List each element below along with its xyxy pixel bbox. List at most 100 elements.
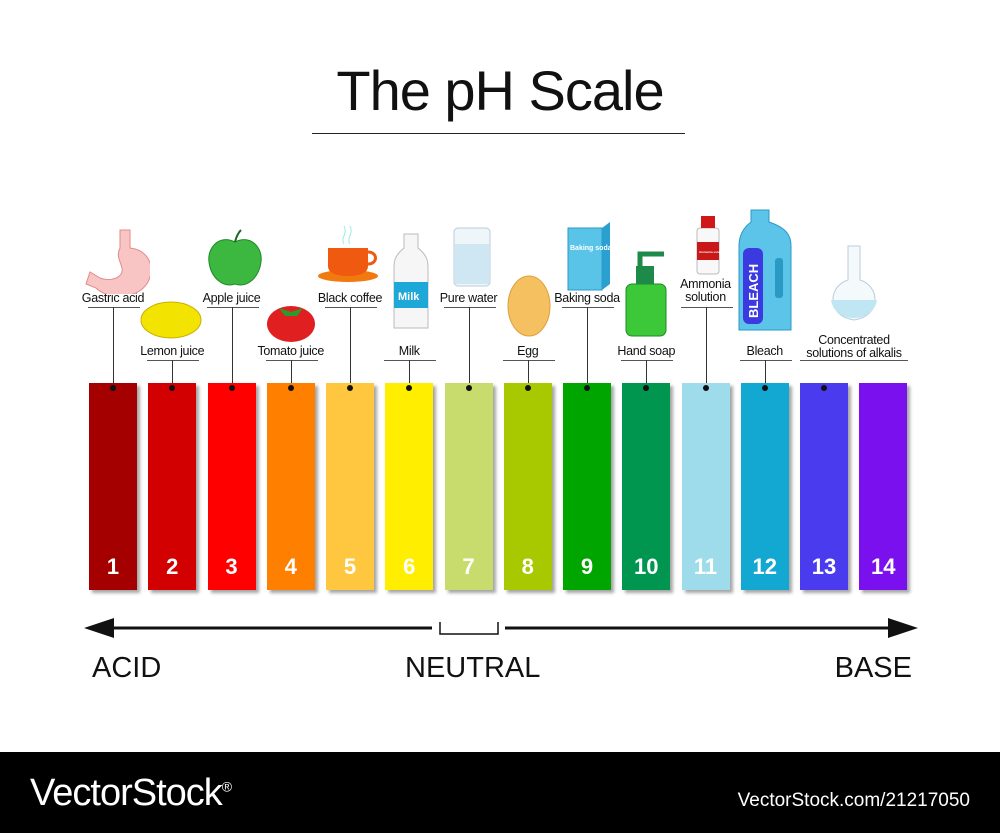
connector-dot <box>347 385 353 391</box>
substance-label: Gastric acid <box>81 291 145 305</box>
ph-bar-12: 12 <box>740 383 789 590</box>
connector-line <box>350 307 351 388</box>
ph-bar-14: 14 <box>859 383 908 590</box>
egg-icon <box>507 275 551 337</box>
stomach-icon <box>85 229 150 294</box>
substance-label: Tomato juice <box>257 344 325 358</box>
ph-bar-5: 5 <box>326 383 374 590</box>
icon-label: Ammonia solution <box>699 250 723 254</box>
coffee-cup-icon <box>318 225 378 282</box>
substance-label: Bleach <box>746 344 784 358</box>
ph-bar-8: 8 <box>503 383 552 590</box>
label-underline <box>88 307 140 308</box>
label-underline <box>206 307 259 308</box>
substance-label: Ammonia solution <box>680 277 731 304</box>
title-underline <box>312 133 685 134</box>
label-underline <box>443 307 496 308</box>
milk-bottle-icon: Milk <box>393 233 429 329</box>
label-underline <box>739 360 792 361</box>
label-underline <box>384 360 437 361</box>
neutral-bracket <box>439 622 499 635</box>
connector-dot <box>465 385 472 391</box>
connector-dot <box>584 385 590 391</box>
arrow-left-head <box>84 618 114 638</box>
connector-dot <box>169 385 176 391</box>
substance-label: Black coffee <box>317 291 383 305</box>
ph-bar-6: 6 <box>385 383 434 590</box>
acid-label: ACID <box>92 652 162 684</box>
connector-line <box>409 360 411 388</box>
ph-value: 3 <box>225 554 238 579</box>
connector-line <box>231 307 233 388</box>
label-underline <box>502 360 555 361</box>
ph-bar-1: 1 <box>89 383 137 590</box>
ammonia-bottle-icon: Ammonia solution <box>696 216 723 275</box>
lemon-icon <box>140 301 202 339</box>
connector-line <box>587 307 588 388</box>
connector-line <box>527 360 529 388</box>
substance-label: Lemon juice <box>140 344 205 358</box>
ph-value: 2 <box>166 554 179 579</box>
label-underline <box>562 307 614 308</box>
label-underline <box>621 360 674 361</box>
icon-label: Baking soda <box>570 245 612 252</box>
ph-bar-2: 2 <box>148 383 197 590</box>
ph-value: 12 <box>752 554 777 579</box>
substance-label: Apple juice <box>202 291 261 305</box>
substance-label: Baking soda <box>554 291 620 305</box>
ph-value: 6 <box>403 554 416 579</box>
ph-value: 9 <box>580 554 594 579</box>
water-glass-icon <box>453 227 491 287</box>
connector-line <box>290 360 292 388</box>
substance-label: Milk <box>398 344 420 358</box>
footer-bar: VectorStock® VectorStock.com/21217050 <box>0 752 1000 833</box>
ph-value: 4 <box>284 554 297 579</box>
tomato-icon <box>267 306 315 342</box>
acid-base-arrow <box>84 618 918 638</box>
connector-line <box>172 360 174 388</box>
apple-icon <box>208 229 262 286</box>
ph-bar-10: 10 <box>622 383 671 590</box>
ph-value: 14 <box>871 554 896 579</box>
connector-line <box>113 307 114 388</box>
connector-dot <box>761 385 768 391</box>
ph-value: 5 <box>343 554 357 579</box>
connector-dot <box>821 385 827 391</box>
neutral-label: NEUTRAL <box>405 652 541 684</box>
ph-bar-4: 4 <box>266 383 315 590</box>
image-reference: VectorStock.com/21217050 <box>737 790 970 811</box>
ph-value: 11 <box>693 554 718 579</box>
base-label: BASE <box>834 652 912 684</box>
ph-bar-7: 7 <box>444 383 493 590</box>
label-underline <box>265 360 318 361</box>
ph-value: 13 <box>811 554 837 579</box>
connector-line <box>764 360 766 388</box>
label-underline <box>325 307 377 308</box>
ph-bar-13: 13 <box>800 383 848 590</box>
ph-bar-9: 9 <box>563 383 611 590</box>
icon-label: BLEACH <box>746 264 761 318</box>
label-underline <box>800 360 908 361</box>
substance-label: Pure water <box>439 291 498 305</box>
substance-label: Egg <box>517 344 539 358</box>
connector-line <box>646 360 648 388</box>
connector-line <box>705 307 707 388</box>
arrow-right-head <box>888 618 918 638</box>
connector-dot <box>702 385 709 391</box>
soap-dispenser-icon <box>625 251 667 337</box>
ph-value: 8 <box>521 554 534 579</box>
connector-dot <box>643 385 650 391</box>
connector-dot <box>524 385 531 391</box>
substance-label: Hand soap <box>617 344 676 358</box>
brand-logo: VectorStock® <box>30 772 232 814</box>
flask-icon <box>831 245 877 321</box>
connector-dot <box>287 385 294 391</box>
connector-line <box>468 307 470 388</box>
ph-bar-11: 11 <box>681 383 730 590</box>
connector-dot <box>406 385 413 391</box>
substance-label: Concentrated solutions of alkalis <box>806 333 902 360</box>
page-title: The pH Scale <box>336 59 664 122</box>
icon-label: Milk <box>398 291 420 303</box>
bleach-bottle-icon: BLEACH <box>738 209 792 331</box>
